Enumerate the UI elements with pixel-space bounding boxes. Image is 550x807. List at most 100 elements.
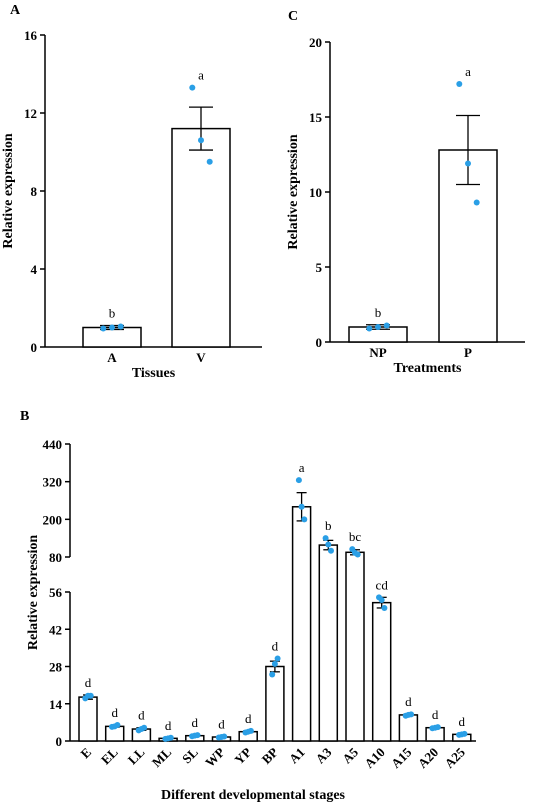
x-tick-label: A1 [286, 745, 308, 767]
y-tick-label: 12 [24, 106, 37, 121]
bar [371, 601, 392, 742]
significance-letter: b [325, 518, 332, 533]
y-tick-label: 20 [309, 35, 322, 50]
y-tick-label: 0 [31, 340, 38, 355]
x-axis-label: Treatments [394, 361, 462, 376]
x-tick-label: EL [98, 744, 121, 767]
y-tick-label: 0 [56, 734, 63, 749]
x-tick-label: YP [231, 744, 254, 767]
data-point [383, 322, 390, 329]
x-tick-label: P [464, 345, 472, 360]
data-point [109, 324, 115, 331]
data-point [456, 81, 463, 87]
y-tick-label: 5 [316, 260, 323, 275]
x-tick-label: A [107, 350, 117, 365]
y-tick-label: 4 [31, 262, 38, 277]
x-tick-label: NP [369, 345, 386, 360]
data-point [206, 158, 213, 165]
data-point [274, 655, 281, 662]
panel-label: A [10, 3, 21, 18]
x-tick-label: SL [179, 744, 201, 766]
data-point [301, 516, 308, 523]
significance-letter: b [109, 306, 116, 321]
bar [291, 506, 312, 742]
data-point [198, 137, 204, 144]
data-point [221, 733, 228, 740]
bar [171, 127, 231, 348]
significance-letter: d [272, 639, 279, 654]
x-tick-label: A15 [388, 744, 415, 771]
y-tick-label: 440 [43, 437, 63, 452]
data-point [366, 325, 373, 332]
data-point [322, 535, 329, 542]
data-point [408, 711, 415, 718]
data-point [141, 724, 148, 731]
data-point [117, 323, 124, 330]
significance-letter: cd [376, 577, 389, 592]
x-axis-label: Different developmental stages [161, 788, 346, 803]
data-point [298, 503, 305, 510]
data-point [269, 671, 276, 678]
x-tick-label: V [196, 350, 206, 365]
y-axis-label: Relative expression [286, 134, 301, 249]
significance-letter: d [192, 715, 199, 730]
x-tick-label: A10 [361, 745, 387, 771]
bar [265, 665, 285, 742]
data-point [325, 541, 332, 548]
y-tick-label: 0 [316, 335, 323, 350]
data-point [100, 325, 107, 332]
panel-label: B [20, 409, 29, 424]
x-tick-label: A25 [441, 744, 468, 771]
y-tick-label: 8 [31, 184, 38, 199]
y-tick-label: 56 [49, 585, 63, 600]
data-point [87, 692, 94, 699]
significance-letter: d [85, 675, 92, 690]
significance-letter: d [218, 716, 225, 731]
bar [345, 551, 365, 742]
significance-letter: a [198, 68, 204, 83]
data-point [375, 324, 381, 330]
y-tick-label: 200 [43, 512, 63, 527]
data-point [247, 727, 254, 734]
significance-letter: d [165, 718, 172, 733]
data-point [461, 730, 468, 737]
x-tick-label: LL [125, 744, 148, 767]
x-tick-label: E [77, 745, 94, 762]
data-point [189, 84, 196, 91]
x-axis-label: Tissues [132, 366, 176, 381]
y-tick-label: 14 [49, 697, 63, 712]
x-tick-label: WP [202, 744, 227, 769]
data-point [473, 199, 480, 206]
data-point [271, 660, 278, 667]
y-tick-label: 320 [43, 475, 63, 490]
significance-letter: d [245, 711, 252, 726]
significance-letter: d [405, 694, 412, 709]
y-axis-label: Relative expression [1, 133, 16, 248]
y-tick-label: 15 [309, 110, 323, 125]
data-point [167, 734, 174, 741]
data-point [434, 724, 441, 731]
y-tick-label: 42 [49, 622, 62, 637]
significance-letter: d [138, 708, 145, 723]
y-tick-label: 80 [49, 550, 62, 565]
data-point [378, 596, 385, 603]
x-tick-label: A20 [415, 745, 441, 771]
significance-letter: d [432, 707, 439, 722]
significance-letter: bc [349, 529, 362, 544]
significance-letter: b [375, 305, 382, 320]
data-point [465, 160, 471, 167]
x-tick-label: BP [259, 744, 281, 766]
data-point [194, 732, 201, 739]
y-tick-label: 28 [49, 660, 63, 675]
bar [78, 696, 98, 742]
x-tick-label: ML [149, 744, 175, 770]
x-tick-label: A5 [339, 744, 361, 766]
data-point [295, 477, 302, 484]
significance-letter: d [459, 714, 466, 729]
bar [398, 714, 419, 742]
significance-letter: d [111, 705, 118, 720]
bar [318, 544, 339, 742]
data-point [381, 604, 388, 611]
x-tick-label: A3 [313, 744, 335, 766]
